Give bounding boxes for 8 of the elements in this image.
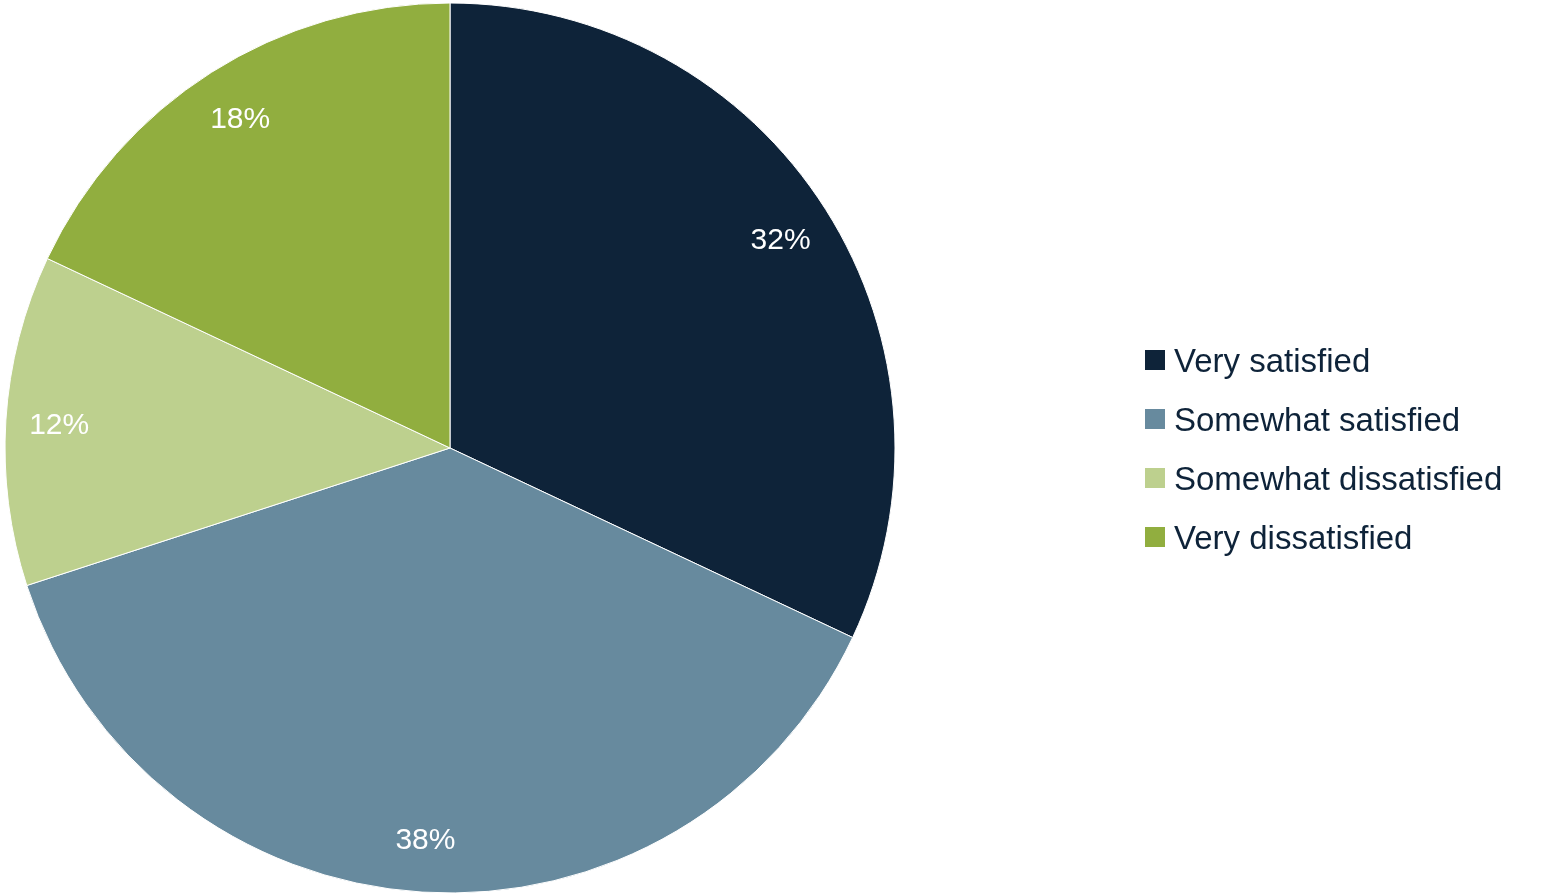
legend-label: Somewhat dissatisfied bbox=[1174, 459, 1503, 497]
data-label: 38% bbox=[395, 822, 456, 856]
legend-label: Somewhat satisfied bbox=[1174, 400, 1461, 438]
data-label: 32% bbox=[750, 221, 811, 255]
data-label: 12% bbox=[29, 406, 90, 440]
legend-label: Very satisfied bbox=[1174, 341, 1371, 379]
data-label: 18% bbox=[210, 100, 271, 134]
legend-label: Very dissatisfied bbox=[1174, 518, 1413, 556]
